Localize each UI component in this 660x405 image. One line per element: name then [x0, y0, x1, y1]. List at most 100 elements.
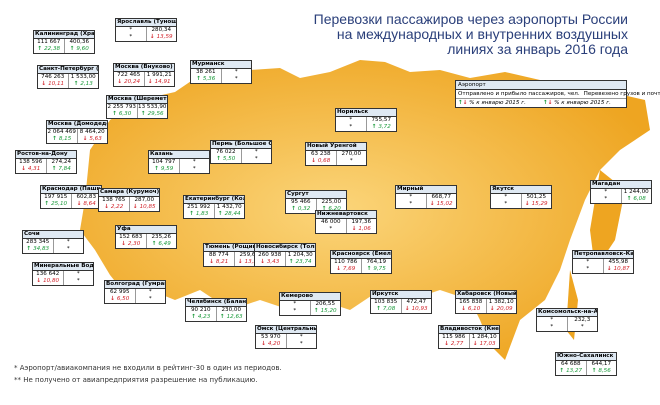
trend-arrow: ↓: [121, 241, 128, 247]
cargo: *: [134, 289, 166, 296]
passengers: *: [409, 194, 413, 200]
cargo: *: [220, 69, 252, 76]
cargo-change: *: [66, 246, 70, 252]
passengers-change-cell: ↑ 4,23: [186, 314, 216, 321]
passengers-change: *: [504, 201, 508, 207]
trend-arrow: ↑: [626, 196, 634, 202]
passengers-change: *: [586, 266, 590, 272]
changes-row: ↓ 8,21 ↓ 13,37: [204, 259, 264, 266]
values-row: 95 466 225,00: [286, 199, 346, 206]
airport-name: Омск (Центральный): [256, 326, 316, 334]
trend-arrow: ↓: [260, 259, 267, 265]
airport-name: Нижневартовск: [316, 211, 376, 219]
trend-arrow: ↑: [191, 314, 198, 320]
airport-name: Тюмень (Рощино): [204, 244, 264, 252]
cargo-change-cell: *: [134, 296, 166, 303]
trend-arrow: ↓: [606, 266, 614, 272]
airport-box: Петропавловск-Камчатский*455,98*↓ 10,87: [572, 250, 634, 274]
changes-row: ↑ 34,83 *: [23, 246, 83, 253]
passengers-change-cell: ↓ 8,21: [204, 259, 234, 266]
airport-name: Новосибирск (Толмачево): [255, 244, 315, 252]
trend-arrow: ↑: [291, 206, 298, 212]
changes-row: ↓ 7,69 ↑ 9,75: [331, 266, 391, 273]
cargo: 1 204,30: [284, 252, 316, 259]
passengers-change-cell: *: [491, 201, 521, 208]
airport-box: Самара (Курумоч) 138 765 287,00 ↓ 2,22 ↓ 10,…: [98, 188, 160, 212]
passengers-change-cell: *: [336, 124, 366, 131]
passengers: 283 345: [26, 239, 50, 245]
cargo-change: 1,06: [358, 226, 371, 232]
trend-arrow: ↑: [73, 81, 81, 87]
cargo-change-cell: *: [52, 246, 84, 253]
cargo-change: *: [349, 158, 353, 164]
cargo: *: [178, 159, 210, 166]
values-row: 197 915 602,83: [41, 194, 101, 201]
passengers-change: 0,68: [317, 158, 331, 164]
cargo-change-cell: ↑ 8,56: [585, 368, 617, 375]
cargo-change-cell: *: [178, 166, 210, 173]
trend-arrow: ↓: [404, 306, 412, 312]
trend-arrow: ↑: [189, 211, 196, 217]
passengers-change-cell: *: [537, 324, 567, 331]
trend-arrow: ↑: [313, 308, 321, 314]
passengers-change: 7,69: [342, 266, 356, 272]
legend-change: ↑↓ % к январю 2015 г.: [543, 100, 611, 106]
title: Перевозки пассажиров через аэропорты Рос…: [313, 11, 628, 57]
trend-arrow: ↓: [21, 166, 28, 172]
values-row: * 501,25: [491, 194, 551, 201]
trend-arrow: ↑: [140, 111, 148, 117]
cargo-change: 13,59: [156, 34, 173, 40]
trend-arrow: ↓: [261, 341, 268, 347]
cargo-change: *: [148, 296, 152, 302]
cargo: 13 533,90: [136, 104, 167, 111]
cargo-change-cell: ↓ 13,59: [145, 34, 177, 41]
trend-arrow: ↑: [196, 76, 203, 82]
changes-row: ↓ 4,20 *: [256, 341, 316, 348]
airport-name: Ростов-на-Дону: [16, 151, 76, 159]
passengers: 115 986: [442, 334, 466, 340]
changes-row: ↑ 5,36 *: [191, 76, 251, 83]
values-row: 76 022 *: [211, 149, 271, 156]
passengers: 722 465: [117, 72, 141, 78]
cargo: 1 533,00: [67, 74, 99, 81]
airport-name: Москва (Шереметьево): [107, 96, 167, 104]
passengers-change: 0,32: [297, 206, 311, 212]
passengers-change: *: [129, 34, 133, 40]
cargo-change-cell: *: [240, 156, 272, 163]
passengers-change: 22,38: [44, 46, 61, 52]
cargo-change-cell: ↓ 10,93: [400, 306, 432, 313]
trend-arrow: ↓: [132, 204, 140, 210]
trend-arrow: ↑: [591, 368, 599, 374]
passengers: *: [349, 117, 353, 123]
airport-box: Новый Уренгой 63 238 270,00 ↓ 0,68 *: [305, 142, 367, 166]
changes-row: ↑ 9,59 *: [149, 166, 209, 173]
changes-row: * *: [537, 324, 597, 331]
values-row: 53 970 *: [256, 334, 316, 341]
passengers-change-cell: ↓ 10,11: [38, 81, 68, 88]
cargo-change-cell: ↑ 9,75: [360, 266, 392, 273]
changes-row: ↑ 22,38 ↑ 9,60: [34, 46, 94, 53]
airport-box: Сочи 283 345 * ↑ 34,83 *: [22, 230, 84, 254]
values-row: 110 786 764,19: [331, 259, 391, 266]
passengers: 38 261: [195, 69, 216, 75]
cargo-change-cell: ↑ 15,20: [309, 308, 341, 315]
passengers-change: *: [409, 201, 413, 207]
passengers: 64 688: [560, 361, 581, 367]
values-row: 746 263 1 533,00: [38, 74, 98, 81]
trend-arrow: ↑: [216, 156, 223, 162]
cargo: 197,36: [345, 219, 377, 226]
passengers: 165 838: [459, 299, 483, 305]
airport-box: Волгоград (Гумрак) 62 995 * ↓ 6,50 *: [104, 280, 166, 304]
passengers: 136 642: [36, 271, 60, 277]
changes-row: ↑ 13,27 ↑ 8,56: [556, 368, 616, 375]
values-row: * 206,55: [280, 301, 340, 308]
cargo-change: 12,63: [226, 314, 243, 320]
changes-row: ↑ 25,10 ↓ 8,64: [41, 201, 101, 208]
cargo-change: 23,74: [295, 259, 312, 265]
cargo: 755,57: [365, 117, 397, 124]
passengers: 251 992: [187, 204, 211, 210]
cargo-change-cell: ↑ 2,13: [67, 81, 99, 88]
passengers-change-cell: ↑ 5,36: [191, 76, 221, 83]
